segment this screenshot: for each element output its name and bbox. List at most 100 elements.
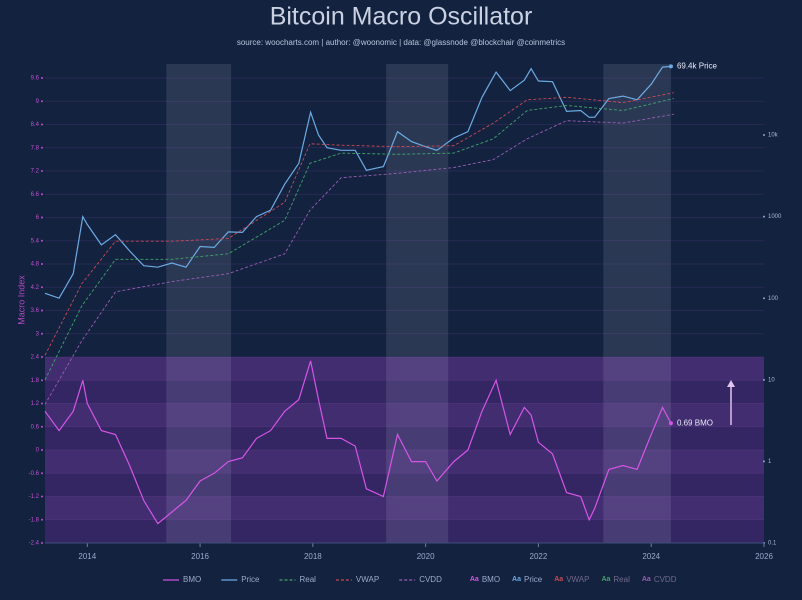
highlight-band (603, 64, 671, 543)
y2-tick-label: 10 (768, 377, 775, 383)
y-tick-mark (41, 216, 43, 219)
series-line (44, 65, 672, 299)
arrow (727, 380, 735, 425)
legend-label-toggle[interactable]: Aa Price (512, 575, 543, 584)
y-tick-mark (41, 542, 43, 544)
y-tick-label: 8.4 (31, 122, 40, 128)
x-tick-label: 2022 (530, 552, 548, 561)
series-line (44, 360, 672, 525)
x-tick-label: 2026 (755, 552, 773, 561)
y-tick-label: 7.8 (31, 145, 40, 151)
y-tick-label: -1.2 (29, 494, 40, 500)
toggle-icon: Aa (470, 576, 479, 583)
zone-stripe (45, 403, 764, 427)
zone-stripe (45, 450, 764, 474)
legend-label-toggle[interactable]: Aa Real (601, 575, 630, 584)
y-tick-label: 9.6 (31, 76, 40, 82)
x-tick-label: 2014 (78, 552, 96, 561)
x-tick-label: 2016 (191, 552, 209, 561)
y-tick-label: 3 (36, 331, 40, 337)
y2-tick-label: 100 (768, 296, 779, 302)
legend-label: VWAP (566, 575, 589, 584)
y-tick-label: 1.2 (31, 401, 40, 407)
y-tick-mark (41, 402, 43, 405)
y-tick-mark (41, 123, 43, 126)
legend-label: VWAP (356, 575, 379, 584)
y2-tick-label: 0.1 (768, 541, 777, 547)
y-tick-label: 4.2 (31, 285, 40, 291)
y2-tick-label: 1000 (768, 214, 782, 220)
y-tick-label: 6.6 (31, 192, 40, 198)
y-tick-mark (41, 170, 43, 172)
legend-item[interactable]: Real (279, 575, 316, 584)
toggle-icon: Aa (512, 576, 521, 583)
y-tick-label: -2.4 (29, 541, 40, 547)
y-tick-label: -1.8 (29, 517, 40, 523)
y-tick-label: 0.6 (31, 424, 40, 430)
toggle-icon: Aa (601, 576, 610, 583)
y-tick-label: 7.2 (31, 169, 40, 175)
y-tick-label: 2.4 (31, 355, 40, 361)
y-tick-mark (41, 495, 43, 498)
x-tick-label: 2024 (642, 552, 660, 561)
y-tick-mark (41, 379, 43, 382)
legend-label-toggle[interactable]: Aa BMO (470, 575, 500, 584)
zone-stripe (45, 357, 764, 381)
series-line (44, 113, 674, 405)
y-tick-label: 5.4 (31, 238, 40, 244)
highlight-band (166, 64, 232, 543)
legend-item[interactable]: BMO (163, 575, 201, 584)
end-point (668, 64, 673, 69)
y-tick-label: 6 (36, 215, 40, 221)
legend-item[interactable]: VWAP (335, 575, 379, 584)
legend-label: BMO (183, 575, 201, 584)
y-tick-label: 1.8 (31, 378, 40, 384)
y-tick-label: -0.6 (29, 471, 40, 477)
end-label: 69.4k Price (677, 61, 718, 70)
legend-item[interactable]: Price (221, 575, 260, 584)
toggle-icon: Aa (642, 576, 651, 583)
legend-label: BMO (482, 575, 500, 584)
chart-subtitle: source: woocharts.com | author: @woonomi… (237, 38, 565, 47)
y-axis-title: Macro Index (16, 275, 26, 325)
legend-label: Price (524, 575, 543, 584)
y-tick-mark (41, 309, 43, 312)
y2-tick-label: 10k (768, 133, 779, 139)
y-tick-mark (41, 472, 43, 475)
x-tick-label: 2020 (417, 552, 435, 561)
y-tick-mark (41, 286, 43, 289)
legend-label: CVDD (419, 575, 442, 584)
y-tick-label: 0 (36, 448, 40, 454)
legend-label-toggle[interactable]: Aa CVDD (642, 575, 677, 584)
legend-label: Price (241, 575, 260, 584)
legend-label: CVDD (654, 575, 677, 584)
y-tick-mark (41, 425, 43, 428)
y-tick-label: 3.6 (31, 308, 40, 314)
legend-label: Real (613, 575, 630, 584)
y2-tick-mark (763, 378, 765, 381)
y-tick-mark (41, 193, 43, 196)
y-tick-mark (41, 77, 43, 79)
y-tick-mark (41, 263, 43, 265)
y-tick-mark (41, 449, 43, 451)
y2-tick-mark (763, 297, 765, 300)
y2-tick-mark (763, 460, 765, 463)
legend-item[interactable]: CVDD (399, 575, 442, 584)
y2-tick-label: 1 (768, 459, 772, 465)
chart-title: Bitcoin Macro Oscillator (270, 3, 533, 31)
y2-tick-mark (763, 215, 765, 218)
legend-label-toggle[interactable]: Aa VWAP (554, 575, 589, 584)
y-tick-mark (41, 518, 43, 521)
y-tick-mark (41, 356, 43, 358)
x-tick-label: 2018 (304, 552, 322, 561)
zone-stripe (45, 496, 764, 520)
y-tick-label: 9 (36, 99, 40, 105)
y-tick-mark (41, 332, 43, 335)
y-tick-mark (41, 100, 43, 103)
series-line (44, 92, 674, 356)
y-tick-mark (41, 239, 43, 242)
y-tick-mark (41, 146, 43, 149)
toggle-icon: Aa (554, 576, 563, 583)
y-tick-label: 4.8 (31, 262, 40, 268)
